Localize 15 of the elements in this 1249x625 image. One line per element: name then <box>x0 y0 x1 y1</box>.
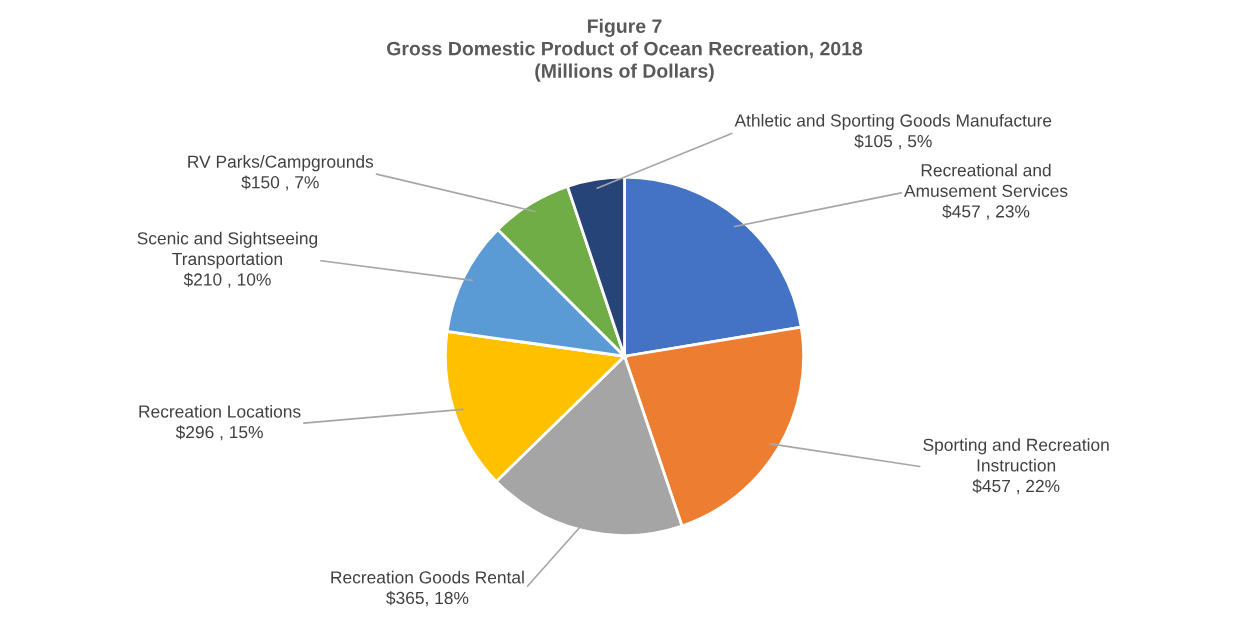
data-label: $296 , 15% <box>175 425 263 441</box>
data-label: $105 , 5% <box>854 134 932 150</box>
slice-label: RV Parks/Campgrounds <box>188 155 374 172</box>
chart-title: Figure 7 Gross Domestic Product of Ocean Recreation, 2018 (Millions of Dollars) <box>387 18 863 82</box>
data-label: $457 , 22% <box>972 479 1060 495</box>
data-label: $210 , 10% <box>183 272 271 288</box>
data-label: $365, 18% <box>386 591 469 607</box>
slice-label: Recreation Locations <box>139 404 301 418</box>
data-label: $150 , 7% <box>241 175 319 191</box>
slice-label: Recreation Goods Rental <box>331 570 524 584</box>
data-label: $457 , 23% <box>942 204 1030 220</box>
slice-label: Scenic and Sightseeing Transportation <box>137 231 318 269</box>
slice-label: Athletic and Sporting Goods Manufacture <box>734 113 1052 131</box>
slice-label: Sporting and Recreation Instruction <box>923 438 1109 472</box>
slice-label: Recreational and Amusement Services <box>904 163 1068 197</box>
